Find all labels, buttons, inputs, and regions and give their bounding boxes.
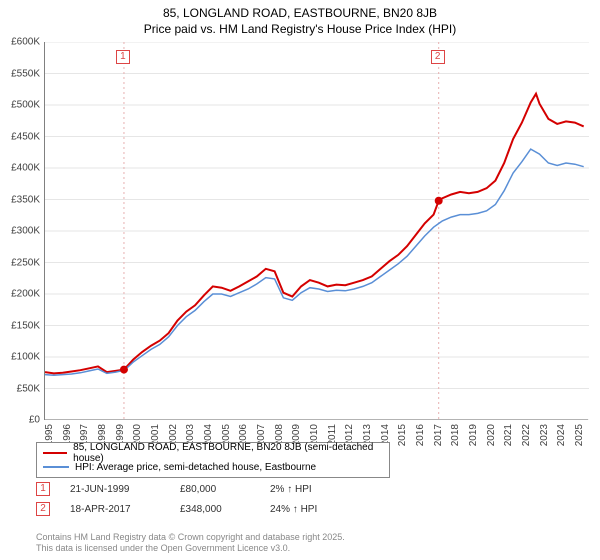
ytick: £50K [0, 383, 44, 394]
ytick: £0 [0, 415, 44, 426]
ytick: £500K [0, 100, 44, 111]
legend-row-1: 85, LONGLAND ROAD, EASTBOURNE, BN20 8JB … [43, 446, 383, 460]
legend-swatch-2 [43, 466, 69, 468]
chart-marker-box: 2 [431, 50, 445, 64]
chart-title: 85, LONGLAND ROAD, EASTBOURNE, BN20 8JB … [0, 0, 600, 37]
xtick: 2025 [574, 424, 600, 446]
sale-row-2: 2 18-APR-2017 £348,000 24% ↑ HPI [36, 500, 360, 518]
footer-attribution: Contains HM Land Registry data © Crown c… [36, 532, 345, 554]
sale-pct-1: 2% ↑ HPI [270, 484, 360, 495]
ytick: £600K [0, 37, 44, 48]
chart-plot-area [44, 42, 588, 420]
chart-marker-box: 1 [116, 50, 130, 64]
sale-row-1: 1 21-JUN-1999 £80,000 2% ↑ HPI [36, 480, 360, 498]
sale-pct-2: 24% ↑ HPI [270, 504, 360, 515]
sale-marker-2: 2 [36, 502, 50, 516]
title-line1: 85, LONGLAND ROAD, EASTBOURNE, BN20 8JB [0, 6, 600, 22]
footer-line2: This data is licensed under the Open Gov… [36, 543, 345, 554]
ytick: £150K [0, 320, 44, 331]
ytick: £300K [0, 226, 44, 237]
sale-date-1: 21-JUN-1999 [70, 484, 180, 495]
sale-details: 1 21-JUN-1999 £80,000 2% ↑ HPI 2 18-APR-… [36, 480, 360, 520]
ytick: £450K [0, 131, 44, 142]
sale-marker-1: 1 [36, 482, 50, 496]
ytick: £250K [0, 257, 44, 268]
title-line2: Price paid vs. HM Land Registry's House … [0, 22, 600, 38]
legend-swatch-1 [43, 452, 67, 454]
ytick: £550K [0, 68, 44, 79]
legend: 85, LONGLAND ROAD, EASTBOURNE, BN20 8JB … [36, 442, 390, 478]
sale-price-1: £80,000 [180, 484, 270, 495]
sale-date-2: 18-APR-2017 [70, 504, 180, 515]
ytick: £400K [0, 163, 44, 174]
ytick: £350K [0, 194, 44, 205]
footer-line1: Contains HM Land Registry data © Crown c… [36, 532, 345, 543]
chart-svg [45, 42, 589, 420]
legend-label-2: HPI: Average price, semi-detached house,… [75, 462, 316, 473]
ytick: £200K [0, 289, 44, 300]
sale-price-2: £348,000 [180, 504, 270, 515]
ytick: £100K [0, 352, 44, 363]
